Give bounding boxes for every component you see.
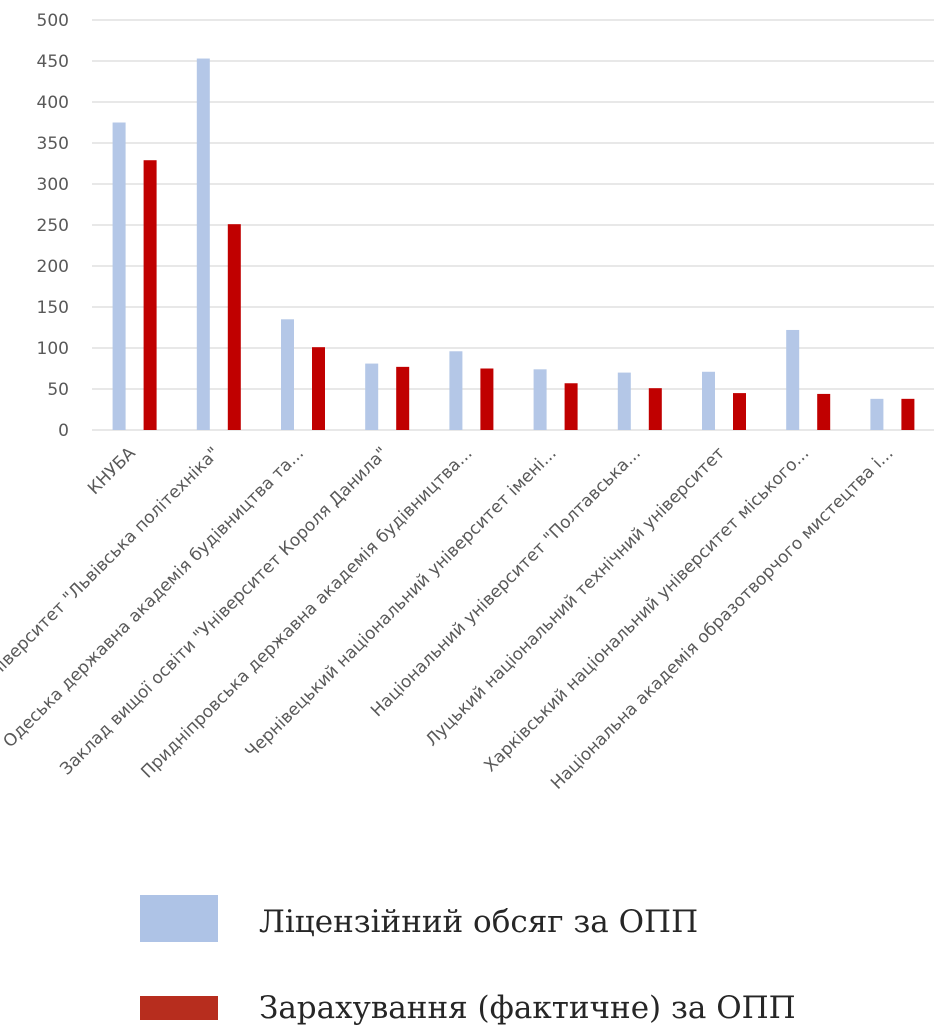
bar-series-1-9 — [786, 329, 800, 430]
x-category-label: Чернівецький національний університет ім… — [242, 443, 561, 762]
y-tick-label: 50 — [47, 380, 69, 400]
bar-series-2-9 — [817, 393, 831, 430]
bar-series-1-8 — [702, 371, 715, 430]
x-category-label: Луцький національний технічний університ… — [422, 443, 729, 750]
bar-series-2-7 — [648, 388, 662, 430]
x-axis-category-labels: КНУБАНаціональний університет "Львівська… — [0, 443, 897, 794]
bar-series-1-3 — [281, 319, 294, 430]
legend-label-2: Зарахування (фактичне) за ОПП — [259, 990, 796, 1026]
legend-swatch-1 — [140, 895, 218, 942]
y-tick-label: 500 — [37, 11, 69, 31]
y-tick-label: 0 — [58, 421, 69, 441]
x-category-label: Харківський національний університет міс… — [480, 443, 813, 776]
bar-series-2-5 — [480, 368, 494, 430]
y-tick-label: 100 — [37, 339, 69, 359]
y-tick-label: 150 — [37, 298, 69, 318]
y-tick-label: 450 — [37, 52, 69, 72]
y-axis-tick-labels: 0 50 100 150 200 250 300 350 400 450 500 — [37, 11, 69, 441]
bar-series-2-3 — [312, 347, 325, 430]
bar-series-1-4 — [365, 363, 379, 430]
x-category-label: КНУБА — [84, 443, 140, 499]
x-category-label: Заклад вищої освіти "Університет Короля … — [56, 443, 392, 779]
y-tick-label: 200 — [37, 257, 69, 277]
legend-swatch-2 — [140, 996, 218, 1020]
y-tick-label: 300 — [37, 175, 69, 195]
y-tick-label: 350 — [37, 134, 69, 154]
bar-series-1-7 — [617, 372, 631, 430]
legend-label-1: Ліцензійний обсяг за ОПП — [259, 904, 698, 940]
bar-series-2-2 — [227, 224, 241, 430]
y-tick-label: 400 — [37, 93, 69, 113]
bars — [112, 58, 915, 430]
bar-series-2-10 — [901, 398, 915, 430]
bar-series-1-2 — [196, 58, 210, 430]
legend: Ліцензійний обсяг за ОПП Зарахування (фак… — [140, 895, 796, 1026]
y-tick-label: 250 — [37, 216, 69, 236]
bar-series-2-4 — [396, 366, 410, 430]
bar-series-1-1 — [112, 122, 126, 430]
bar-series-1-6 — [533, 369, 547, 430]
bar-series-1-10 — [870, 398, 884, 430]
bar-series-2-8 — [733, 393, 746, 430]
bar-series-1-5 — [449, 351, 463, 430]
x-category-label: Одеська державна академія будівництва та… — [0, 443, 308, 752]
bar-series-2-1 — [143, 160, 157, 430]
bar-series-2-6 — [564, 383, 578, 430]
gridlines — [92, 19, 934, 431]
